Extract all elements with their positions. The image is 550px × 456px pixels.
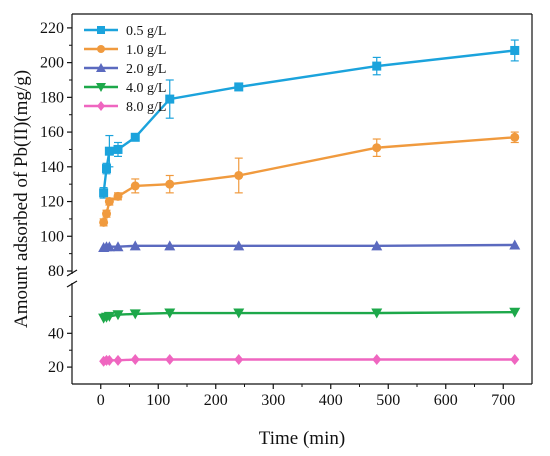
y-tick-label: 40 [48, 325, 64, 342]
x-tick-label: 0 [97, 392, 105, 409]
legend-label: 0.5 g/L [126, 24, 166, 39]
data-point [371, 240, 383, 251]
data-point [165, 354, 175, 365]
y-tick-label: 180 [40, 89, 64, 106]
data-point [233, 240, 245, 251]
y-tick-label: 220 [40, 20, 64, 37]
data-point [372, 61, 382, 71]
series-line [103, 243, 515, 249]
series [99, 131, 520, 227]
data-point [97, 101, 105, 111]
legend-entry: 2.0 g/L [84, 62, 166, 77]
x-axis-title: Time (min) [259, 428, 345, 449]
legend-label: 1.0 g/L [126, 43, 166, 58]
x-tick-label: 200 [204, 392, 228, 409]
series [98, 307, 521, 324]
data-point [234, 82, 244, 92]
x-tick-label: 300 [261, 392, 285, 409]
plot-area [98, 39, 521, 367]
series [99, 354, 520, 367]
y-tick-label: 160 [40, 124, 64, 141]
data-point [129, 240, 141, 251]
data-point [113, 191, 123, 201]
axes: 0 100 200 300 400 500 600 700 80 100 120 140 160 180 2… [40, 13, 533, 409]
legend-label: 4.0 g/L [126, 81, 166, 96]
data-point [130, 354, 140, 365]
y-tick-label: 80 [48, 263, 64, 280]
data-point [96, 63, 106, 72]
axis-break-mark [66, 280, 78, 288]
x-tick-label: 600 [434, 392, 458, 409]
x-tick-label: 700 [491, 392, 515, 409]
axis-break-mark [66, 269, 78, 277]
series-line [103, 358, 515, 363]
data-point [233, 308, 245, 319]
data-point [510, 354, 520, 365]
data-point [509, 307, 521, 318]
y-tick-label: 140 [40, 159, 64, 176]
data-point [165, 94, 175, 104]
data-point [104, 197, 114, 207]
data-point [97, 26, 105, 34]
legend-label: 2.0 g/L [126, 62, 166, 77]
data-point [130, 181, 140, 191]
legend-entry: 8.0 g/L [84, 100, 166, 115]
data-point [99, 217, 109, 227]
y-tick-label: 100 [40, 228, 64, 245]
legend-entry: 1.0 g/L [84, 43, 166, 58]
series [98, 239, 521, 253]
data-point [97, 45, 105, 53]
data-point [104, 146, 114, 156]
data-point [103, 241, 115, 252]
legend-label: 8.0 g/L [126, 100, 166, 115]
data-point [165, 179, 175, 189]
legend: 0.5 g/L 1.0 g/L 2.0 g/L 4.0 g/L 8.0 g/L [84, 24, 166, 115]
data-point [371, 308, 383, 319]
data-point [102, 164, 111, 174]
data-point [112, 310, 124, 321]
data-point [96, 83, 106, 92]
data-point [164, 308, 176, 319]
data-point [130, 132, 140, 142]
data-point [372, 143, 382, 153]
data-point [104, 354, 114, 366]
data-point [234, 354, 244, 365]
data-point [510, 45, 520, 55]
data-point [103, 311, 115, 322]
data-point [372, 354, 382, 365]
legend-entry: 0.5 g/L [84, 24, 166, 39]
y-tick-label: 120 [40, 194, 64, 211]
x-tick-label: 100 [146, 392, 170, 409]
data-point [102, 209, 111, 219]
data-point [112, 241, 124, 252]
data-point [509, 239, 521, 250]
data-point [113, 144, 123, 154]
y-tick-label: 200 [40, 55, 64, 72]
data-point [164, 240, 176, 251]
x-tick-label: 400 [319, 392, 343, 409]
series-line [102, 136, 515, 223]
y-tick-label: 20 [48, 359, 64, 376]
data-point [234, 170, 244, 180]
data-point [113, 354, 123, 366]
y-axis-title: Amount adsorbed of Pb(II)(mg/g) [11, 70, 32, 328]
series [99, 39, 520, 199]
series-line [103, 310, 515, 320]
x-tick-label: 500 [376, 392, 400, 409]
legend-entry: 4.0 g/L [84, 81, 166, 96]
data-point [129, 309, 141, 320]
data-point [99, 188, 109, 198]
data-point [510, 132, 520, 142]
